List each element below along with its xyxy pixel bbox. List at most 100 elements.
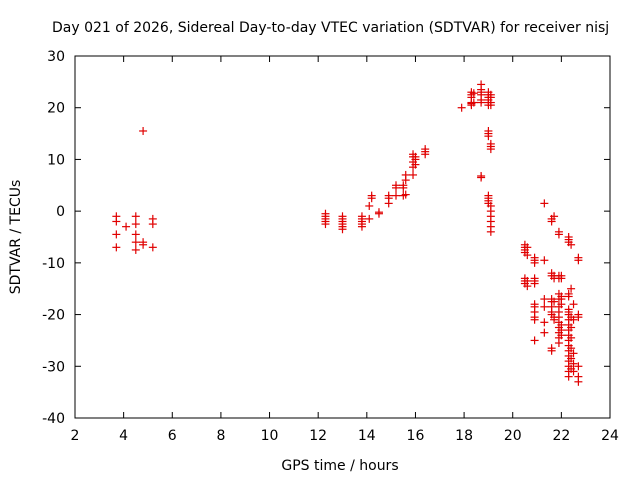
data-point <box>523 282 532 291</box>
data-point <box>411 152 420 161</box>
data-point <box>421 145 430 154</box>
data-point <box>384 191 393 200</box>
data-point <box>530 258 539 267</box>
data-point <box>550 315 559 324</box>
data-point <box>557 331 566 340</box>
y-tick-label: -10 <box>42 256 65 272</box>
x-tick-label: 16 <box>407 428 425 444</box>
x-tick-label: 20 <box>504 428 522 444</box>
data-point <box>367 191 376 200</box>
data-point <box>486 101 495 110</box>
x-tick-label: 24 <box>601 428 619 444</box>
data-point <box>530 336 539 345</box>
data-point <box>567 333 576 342</box>
data-point <box>365 214 374 223</box>
plot-frame <box>74 55 611 419</box>
data-point <box>131 245 140 254</box>
data-point <box>338 225 347 234</box>
data-point <box>523 243 532 252</box>
data-point <box>384 199 393 208</box>
data-point <box>484 132 493 141</box>
data-point <box>131 220 140 229</box>
data-point <box>399 181 408 190</box>
data-point <box>569 300 578 309</box>
data-point <box>321 220 330 229</box>
x-tick-label: 4 <box>119 428 128 444</box>
data-point <box>357 222 366 231</box>
data-point <box>409 170 418 179</box>
data-point <box>550 212 559 221</box>
data-point <box>139 126 148 135</box>
data-point <box>569 349 578 358</box>
x-tick-label: 6 <box>168 428 177 444</box>
x-tick-label: 12 <box>309 428 327 444</box>
data-point <box>469 98 478 107</box>
data-point <box>564 372 573 381</box>
data-point <box>131 238 140 247</box>
data-point <box>567 354 576 363</box>
data-point <box>564 292 573 301</box>
y-tick-label: 20 <box>47 101 65 117</box>
data-point <box>540 256 549 265</box>
y-axis-label: SDTVAR / TECUs <box>8 180 24 295</box>
y-tick-label: -40 <box>42 411 65 427</box>
x-tick-label: 14 <box>358 428 376 444</box>
data-point <box>567 344 576 353</box>
data-point <box>540 295 549 304</box>
x-tick-label: 8 <box>216 428 225 444</box>
data-point <box>567 240 576 249</box>
data-point <box>374 208 383 217</box>
x-tick-label: 18 <box>455 428 473 444</box>
data-point <box>457 103 466 112</box>
x-axis-label: GPS time / hours <box>281 458 398 474</box>
data-point <box>148 220 157 229</box>
chart-title: Day 021 of 2026, Sidereal Day-to-day VTE… <box>52 20 609 36</box>
data-point <box>392 181 400 190</box>
axis-ticks <box>74 55 611 419</box>
data-point <box>547 346 556 355</box>
data-point <box>139 238 148 247</box>
data-point <box>401 190 410 199</box>
y-tick-label: 30 <box>47 49 65 65</box>
data-point <box>550 297 559 306</box>
data-point <box>112 217 121 226</box>
data-point <box>131 230 140 239</box>
data-point <box>554 339 563 348</box>
data-point <box>131 212 140 221</box>
x-tick-label: 2 <box>71 428 80 444</box>
data-point <box>148 243 157 252</box>
data-point <box>547 217 556 226</box>
y-tick-label: -20 <box>42 308 65 324</box>
data-point <box>554 230 563 239</box>
data-point <box>557 300 566 309</box>
data-point <box>477 95 486 104</box>
y-tick-label: 0 <box>56 204 65 220</box>
data-point <box>569 315 578 324</box>
data-point <box>401 170 410 179</box>
data-point <box>477 171 486 180</box>
data-point <box>569 359 578 368</box>
data-point <box>392 191 400 200</box>
data-points <box>112 80 583 386</box>
data-point <box>530 279 539 288</box>
data-point <box>540 199 549 208</box>
data-point <box>567 284 576 293</box>
data-point <box>122 222 131 231</box>
data-point <box>530 315 539 324</box>
data-point <box>112 230 121 239</box>
data-point <box>574 256 583 265</box>
x-tick-label: 22 <box>552 428 570 444</box>
y-tick-label: 10 <box>47 152 65 168</box>
data-point <box>469 89 478 98</box>
data-point <box>540 318 549 327</box>
data-point <box>567 323 576 332</box>
data-point <box>540 328 549 337</box>
data-point <box>574 362 583 371</box>
data-point <box>486 227 495 236</box>
data-point <box>486 145 495 154</box>
data-point <box>569 367 578 376</box>
data-point <box>557 274 566 283</box>
y-tick-label: -30 <box>42 359 65 375</box>
y-tick-labels: -40 -30 -20 -10 0 10 20 30 <box>42 49 65 427</box>
